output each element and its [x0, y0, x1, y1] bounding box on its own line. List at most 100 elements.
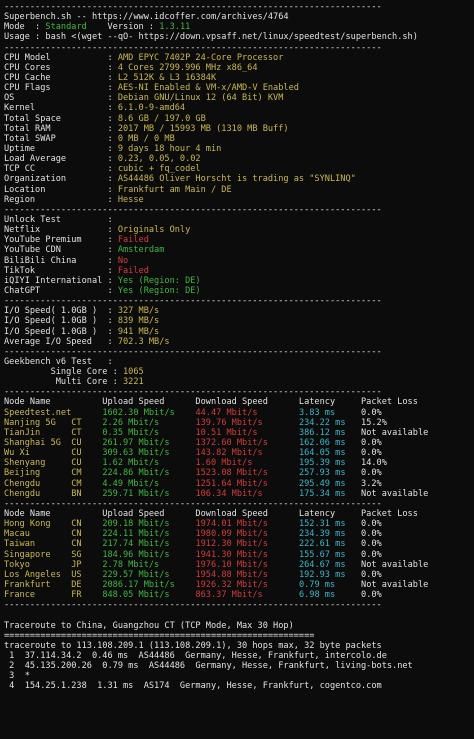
terminal-text: 2.78 Mbit/s	[102, 559, 196, 570]
terminal-text: Usage : bash <(wget --qO- https://down.v…	[4, 32, 418, 43]
terminal-text: ----------------------------------------…	[4, 387, 382, 398]
terminal-text: 264.67 ms	[298, 559, 362, 570]
terminal-line: CPU Flags : AES-NI Enabled & VM-x/AMD-V …	[4, 83, 470, 93]
terminal-text: 1912.30 Mbit/s	[195, 539, 299, 550]
terminal-text: 2 45.135.200.26 0.79 ms AS44486 Germany,…	[4, 661, 413, 672]
terminal-line: ChatGPT : Yes (Region: DE)	[4, 286, 470, 296]
terminal-line: Superbench.sh -- https://www.idcoffer.co…	[4, 12, 470, 22]
terminal-text: ----------------------------------------…	[4, 2, 382, 12]
terminal-text: 229.57 Mbit/s	[102, 569, 196, 580]
terminal-text: 863.37 Mbit/s	[195, 590, 299, 601]
terminal-line: TCP CC : cubic + fq_codel	[4, 164, 470, 174]
terminal-text: 164.05 ms	[298, 448, 362, 459]
terminal-line: Total Space : 8.6 GB / 197.0 GB	[4, 114, 470, 124]
terminal-text: Region :	[4, 194, 118, 205]
terminal-text: 6.1.0-9-amd64	[117, 103, 186, 114]
terminal-line: ----------------------------------------…	[4, 2, 470, 12]
terminal-line: Macau CN 224.11 Mbit/s 1980.09 Mbit/s 23…	[4, 529, 470, 539]
terminal-line: OS : Debian GNU/Linux 12 (64 Bit) KVM	[4, 93, 470, 103]
terminal-text: 217.74 Mbit/s	[102, 539, 196, 550]
terminal-line: Taiwan CN 217.74 Mbit/s 1912.30 Mbit/s 2…	[4, 539, 470, 549]
terminal-text: 175.34 ms	[298, 488, 362, 499]
terminal-text: 3 *	[4, 671, 30, 682]
terminal-text: Hesse	[117, 194, 144, 205]
terminal-text: Unlock Test :	[4, 214, 113, 225]
terminal-text: 257.93 ms	[298, 468, 362, 479]
terminal-text: 1.60 Mbit/s	[195, 458, 299, 469]
terminal-line: Total SWAP : 0 MB / 0 MB	[4, 134, 470, 144]
terminal-text: 14.0%	[361, 458, 387, 469]
terminal-text: ----------------------------------------…	[4, 42, 382, 53]
terminal-text: Shanghai 5G CU	[4, 438, 103, 449]
terminal-text: cubic + fq_codel	[117, 164, 201, 175]
terminal-text: Standard	[45, 22, 87, 33]
terminal-text: Total RAM :	[4, 123, 118, 134]
terminal-line: I/O Speed( 1.0GB ) : 941 MB/s	[4, 327, 470, 337]
terminal-line: Netflix : Originals Only	[4, 225, 470, 235]
terminal-text: Single Core :	[4, 367, 123, 378]
terminal-text: Singapore SG	[4, 549, 103, 560]
terminal-text: 224.86 Mbit/s	[102, 468, 196, 479]
terminal-line: Node Name Upload Speed Download Speed La…	[4, 509, 470, 519]
terminal-line: Beijing CM 224.86 Mbit/s 1523.08 Mbit/s …	[4, 468, 470, 478]
terminal-text: 1974.01 Mbit/s	[195, 519, 299, 530]
terminal-text: 0.0%	[361, 590, 382, 601]
terminal-text: 224.11 Mbit/s	[102, 529, 196, 540]
terminal-line: Unlock Test :	[4, 215, 470, 225]
terminal-text: 1251.64 Mbit/s	[195, 478, 299, 489]
terminal-text: CPU Flags :	[4, 83, 118, 94]
terminal-text: 6.98 ms	[298, 590, 362, 601]
terminal-line: ----------------------------------------…	[4, 499, 470, 509]
terminal-text: 0.79 ms	[298, 580, 362, 591]
terminal-line: Shenyang CU 1.62 Mbit/s 1.60 Mbit/s 195.…	[4, 458, 470, 468]
terminal-text: TCP CC :	[4, 164, 118, 175]
terminal-text: 44.47 Mbit/s	[195, 407, 299, 418]
terminal-text: YouTube Premium :	[4, 235, 118, 246]
terminal-line: Kernel : 6.1.0-9-amd64	[4, 103, 470, 113]
terminal-text: Beijing CM	[4, 468, 103, 479]
terminal-text: 4 154.25.1.238 1.31 ms AS174 Germany, He…	[4, 681, 382, 692]
terminal-text: 0.0%	[361, 438, 382, 449]
terminal-text: Uptime :	[4, 143, 118, 154]
terminal-line: Nanjing 5G CT 2.26 Mbit/s 139.76 Mbit/s …	[4, 418, 470, 428]
terminal-line: ----------------------------------------…	[4, 205, 470, 215]
terminal-text: 209.18 Mbit/s	[102, 519, 196, 530]
terminal-line: ----------------------------------------…	[4, 600, 470, 610]
terminal-text: 1976.10 Mbit/s	[195, 559, 299, 570]
terminal-text: AES-NI Enabled & VM-x/AMD-V Enabled	[117, 83, 299, 94]
terminal-line: Singapore SG 184.96 Mbit/s 1941.30 Mbit/…	[4, 550, 470, 560]
terminal-text: 162.06 ms	[298, 438, 362, 449]
terminal-line: traceroute to 113.108.209.1 (113.108.209…	[4, 641, 470, 651]
terminal-text: Amsterdam	[117, 245, 165, 256]
terminal-text: Los Angeles US	[4, 569, 103, 580]
terminal-line: CPU Model : AMD EPYC 7402P 24-Core Proce…	[4, 53, 470, 63]
terminal-line: 4 154.25.1.238 1.31 ms AS174 Germany, He…	[4, 681, 470, 691]
terminal-text: ----------------------------------------…	[4, 600, 382, 611]
terminal-line: Organization : AS44486 Oliver Horscht is…	[4, 174, 470, 184]
terminal-text: Not available	[361, 488, 429, 499]
terminal-text: 386.12 ms	[298, 427, 362, 438]
terminal-line: YouTube CDN : Amsterdam	[4, 245, 470, 255]
terminal-line: 3 *	[4, 671, 470, 681]
terminal-text: 295.49 ms	[298, 478, 362, 489]
terminal-text: 1941.30 Mbit/s	[195, 549, 299, 560]
terminal-text: 2086.17 Mbit/s	[102, 580, 196, 591]
terminal-text: Failed	[117, 235, 149, 246]
terminal-text: I/O Speed( 1.0GB ) :	[4, 326, 118, 337]
terminal-text: I/O Speed( 1.0GB ) :	[4, 306, 118, 317]
terminal-text: 259.71 Mbit/s	[102, 488, 196, 499]
terminal-text: 1523.08 Mbit/s	[195, 468, 299, 479]
terminal-line: Hong Kong CN 209.18 Mbit/s 1974.01 Mbit/…	[4, 519, 470, 529]
terminal-text: 4.49 Mbit/s	[102, 478, 196, 489]
terminal-text: 143.82 Mbit/s	[195, 448, 299, 459]
terminal-text: 848.05 Mbit/s	[102, 590, 196, 601]
terminal-text: Version :	[86, 22, 160, 33]
terminal-line: Load Average : 0.23, 0.05, 0.02	[4, 154, 470, 164]
terminal-text: CPU Model :	[4, 52, 118, 63]
terminal-line: ----------------------------------------…	[4, 387, 470, 397]
terminal-text: 0.35 Mbit/s	[102, 427, 196, 438]
terminal-text: iQIYI International :	[4, 275, 118, 286]
terminal-text: Not available	[361, 559, 429, 570]
terminal-line: ----------------------------------------…	[4, 347, 470, 357]
